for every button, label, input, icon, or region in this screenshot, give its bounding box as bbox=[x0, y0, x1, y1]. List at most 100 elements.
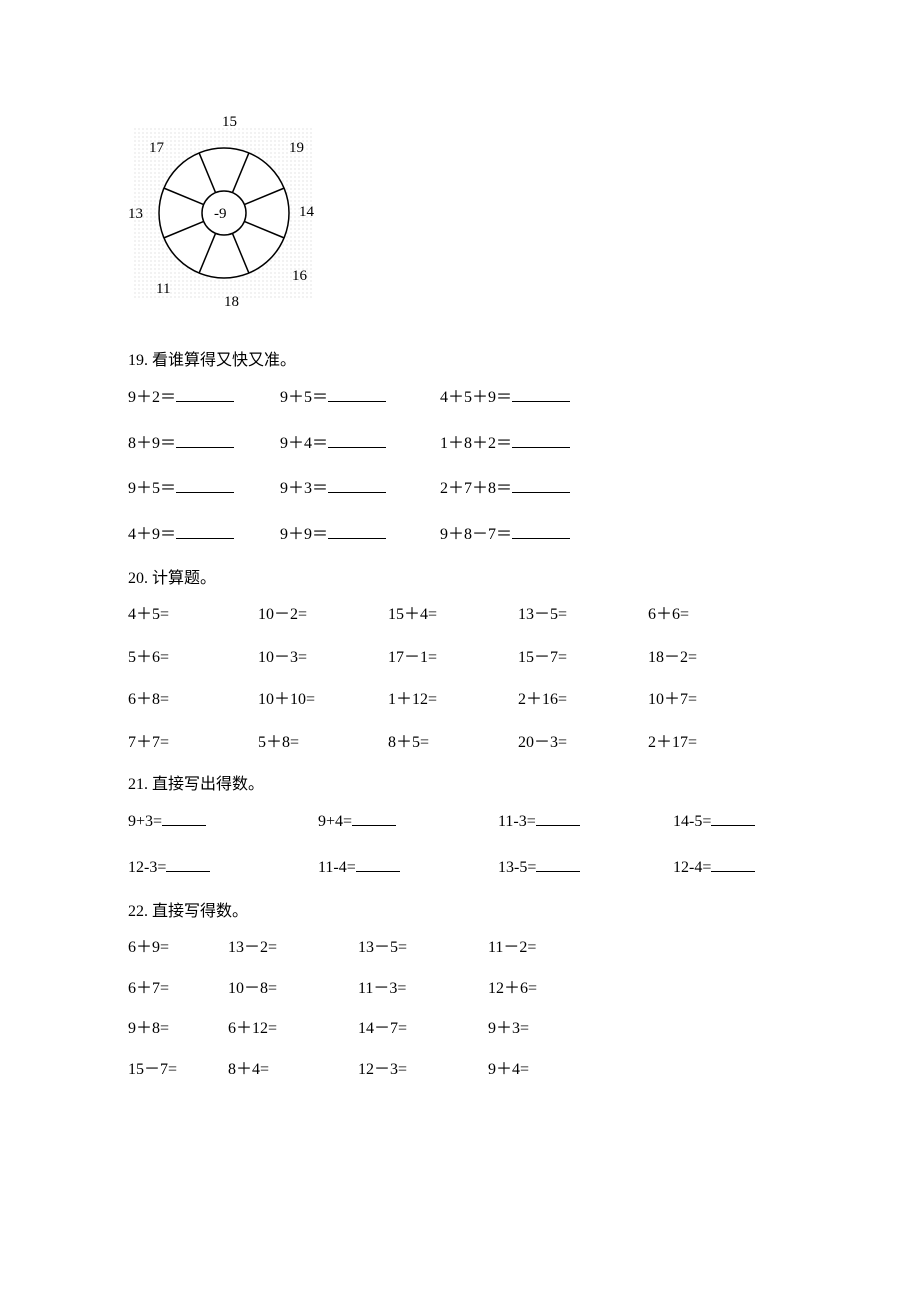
answer-blank[interactable] bbox=[176, 386, 234, 402]
expr-text: 8＋5= bbox=[388, 734, 429, 751]
expr-text: 9＋5＝ bbox=[280, 389, 328, 406]
answer-blank[interactable] bbox=[512, 477, 570, 493]
expr-text: 7＋7= bbox=[128, 734, 169, 751]
answer-blank[interactable] bbox=[512, 432, 570, 448]
expr-text: 11-3= bbox=[498, 813, 536, 830]
expr-cell: 4＋9＝ bbox=[128, 523, 280, 546]
expr-cell: 11－3= bbox=[358, 978, 488, 1000]
wheel-label-2: 14 bbox=[299, 202, 314, 223]
section-21-body: 9+3=9+4=11-3=14-5= 12-3=11-4=13-5=12-4= bbox=[128, 810, 792, 879]
expr-text: 8＋4= bbox=[228, 1061, 269, 1078]
expr-text: 5＋8= bbox=[258, 734, 299, 751]
section-19-title: 19. 看谁算得又快又准。 bbox=[128, 350, 792, 372]
expr-text: 11－2= bbox=[488, 939, 536, 956]
expr-cell: 9＋3＝ bbox=[280, 477, 440, 500]
section-19-body: 9＋2＝ 9＋5＝ 4＋5＋9＝ 8＋9＝9＋4＝1＋8＋2＝ 9＋5＝ 9＋3＝ 2＋7＋… bbox=[128, 386, 792, 546]
answer-blank[interactable] bbox=[512, 386, 570, 402]
table-row: 4＋9＝ 9＋9＝9＋8－7＝ bbox=[128, 523, 792, 546]
expr-cell: 9＋8－7＝ bbox=[440, 523, 570, 546]
wheel-label-0: 15 bbox=[222, 112, 237, 133]
expr-text: 4＋5＋9＝ bbox=[440, 389, 512, 406]
expr-cell: 2＋7＋8＝ bbox=[440, 477, 570, 500]
table-row: 8＋9＝9＋4＝1＋8＋2＝ bbox=[128, 432, 792, 455]
expr-text: 12－3= bbox=[358, 1061, 407, 1078]
answer-blank[interactable] bbox=[352, 810, 396, 826]
expr-cell: 11-3= bbox=[498, 810, 673, 833]
table-row: 9＋2＝ 9＋5＝ 4＋5＋9＝ bbox=[128, 386, 792, 409]
expr-cell: 15－7= bbox=[518, 647, 648, 669]
answer-blank[interactable] bbox=[536, 810, 580, 826]
expr-cell: 15－7= bbox=[128, 1059, 228, 1081]
expr-text: 15－7= bbox=[128, 1061, 177, 1078]
expr-text: 13－5= bbox=[358, 939, 407, 956]
section-22-body: 6＋9=13－2=13－5=11－2=6＋7=10－8=11－3=12＋6=9＋… bbox=[128, 937, 792, 1081]
answer-blank[interactable] bbox=[512, 523, 570, 539]
expr-cell: 6＋12= bbox=[228, 1018, 358, 1040]
q19-text: 看谁算得又快又准。 bbox=[152, 352, 296, 369]
expr-text: 9＋2＝ bbox=[128, 389, 176, 406]
expr-text: 11-4= bbox=[318, 859, 356, 876]
expr-text: 2＋16= bbox=[518, 691, 567, 708]
expr-cell: 12-4= bbox=[673, 856, 755, 879]
answer-blank[interactable] bbox=[356, 856, 400, 872]
expr-cell: 13－2= bbox=[228, 937, 358, 959]
expr-cell: 8＋4= bbox=[228, 1059, 358, 1081]
expr-cell: 9+4= bbox=[318, 810, 498, 833]
answer-blank[interactable] bbox=[328, 432, 386, 448]
expr-text: 4＋5= bbox=[128, 606, 169, 623]
table-row: 9＋8= 6＋12= 14－7=9＋3= bbox=[128, 1018, 792, 1040]
wheel-center-label: -9 bbox=[214, 204, 227, 225]
expr-cell: 9＋3= bbox=[488, 1018, 529, 1040]
table-row: 9＋5＝ 9＋3＝ 2＋7＋8＝ bbox=[128, 477, 792, 500]
answer-blank[interactable] bbox=[536, 856, 580, 872]
expr-text: 13－2= bbox=[228, 939, 277, 956]
answer-blank[interactable] bbox=[166, 856, 210, 872]
expr-cell: 9＋5＝ bbox=[128, 477, 280, 500]
expr-cell: 6＋6= bbox=[648, 604, 689, 626]
expr-text: 1＋8＋2＝ bbox=[440, 435, 512, 452]
expr-cell: 14－7= bbox=[358, 1018, 488, 1040]
table-row: 12-3=11-4=13-5=12-4= bbox=[128, 856, 792, 879]
answer-blank[interactable] bbox=[162, 810, 206, 826]
answer-blank[interactable] bbox=[711, 856, 755, 872]
q20-num: 20. bbox=[128, 570, 148, 587]
expr-cell: 13－5= bbox=[518, 604, 648, 626]
expr-text: 9＋5＝ bbox=[128, 480, 176, 497]
expr-text: 20－3= bbox=[518, 734, 567, 751]
expr-text: 9＋3＝ bbox=[280, 480, 328, 497]
wheel-label-3: 16 bbox=[292, 266, 307, 287]
expr-cell: 9＋9＝ bbox=[280, 523, 440, 546]
table-row: 7＋7=5＋8=8＋5=20－3=2＋17= bbox=[128, 732, 792, 754]
expr-cell: 9＋2＝ bbox=[128, 386, 280, 409]
expr-cell: 13－5= bbox=[358, 937, 488, 959]
answer-blank[interactable] bbox=[711, 810, 755, 826]
answer-blank[interactable] bbox=[328, 477, 386, 493]
table-row: 9+3=9+4=11-3=14-5= bbox=[128, 810, 792, 833]
answer-blank[interactable] bbox=[176, 477, 234, 493]
expr-text: 8＋9＝ bbox=[128, 435, 176, 452]
section-21-title: 21. 直接写出得数。 bbox=[128, 774, 792, 796]
expr-cell: 8＋5= bbox=[388, 732, 518, 754]
expr-text: 10＋7= bbox=[648, 691, 697, 708]
section-20-body: 4＋5=10－2=15＋4=13－5=6＋6=5＋6=10－3=17－1=15－… bbox=[128, 604, 792, 754]
expr-text: 9＋8= bbox=[128, 1020, 169, 1037]
expr-text: 6＋12= bbox=[228, 1020, 277, 1037]
expr-text: 15－7= bbox=[518, 649, 567, 666]
expr-cell: 18－2= bbox=[648, 647, 697, 669]
expr-text: 4＋9＝ bbox=[128, 526, 176, 543]
expr-cell: 9＋5＝ bbox=[280, 386, 440, 409]
expr-text: 6＋9= bbox=[128, 939, 169, 956]
expr-cell: 8＋9＝ bbox=[128, 432, 280, 455]
table-row: 5＋6=10－3=17－1=15－7=18－2= bbox=[128, 647, 792, 669]
answer-blank[interactable] bbox=[176, 432, 234, 448]
expr-cell: 4＋5＋9＝ bbox=[440, 386, 570, 409]
expr-cell: 9＋8= bbox=[128, 1018, 228, 1040]
answer-blank[interactable] bbox=[176, 523, 234, 539]
q20-text: 计算题。 bbox=[152, 570, 216, 587]
answer-blank[interactable] bbox=[328, 523, 386, 539]
expr-text: 9＋4= bbox=[488, 1061, 529, 1078]
expr-cell: 1＋8＋2＝ bbox=[440, 432, 570, 455]
expr-cell: 12＋6= bbox=[488, 978, 537, 1000]
q19-num: 19. bbox=[128, 352, 148, 369]
answer-blank[interactable] bbox=[328, 386, 386, 402]
